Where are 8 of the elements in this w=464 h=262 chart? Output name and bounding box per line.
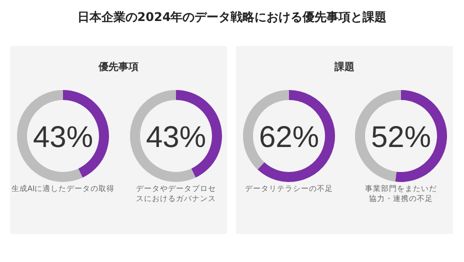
data-label: 43% — [146, 121, 206, 154]
data-label: 43% — [32, 121, 94, 154]
text: 日本企業の2024年のデータ戦略における優先事項と課題 — [76, 9, 388, 26]
chart-title: 優先事項 — [97, 60, 140, 74]
data-label: 52% — [370, 121, 432, 154]
chart-title: 課題 — [333, 60, 356, 74]
data-label: 62% — [258, 121, 320, 154]
donut-slice — [258, 90, 335, 182]
